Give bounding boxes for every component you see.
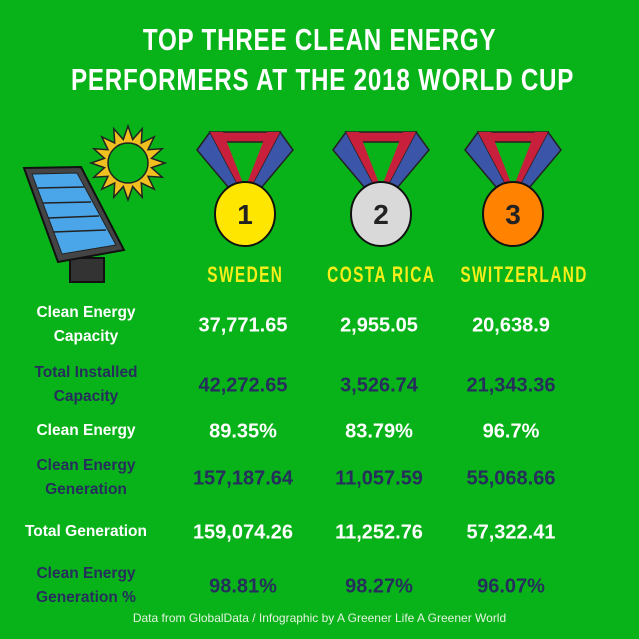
table-cell: 96.07% [477, 575, 545, 598]
table-cell: 159,074.26 [192, 521, 294, 544]
medal-rank: 3 [505, 199, 521, 230]
row-label: Clean Energy Generation % [36, 565, 136, 606]
medal-gold-icon: 1 [196, 130, 294, 247]
table-cell: 42,272.65 [198, 374, 288, 397]
table-cell: 89.35% [209, 420, 277, 443]
table-cell: 83.79% [345, 420, 413, 443]
sun-icon [88, 123, 168, 203]
table-cell: 20,638.9 [472, 314, 550, 337]
country-label: SWITZERLAND [460, 262, 588, 287]
table-cell: 98.27% [345, 575, 413, 598]
row-label: Total Installed Capacity [34, 364, 138, 405]
medal-bronze-icon: 3 [464, 130, 562, 247]
table-cell: 157,187.64 [192, 467, 294, 490]
table-cell: 37,771.65 [198, 314, 288, 337]
row-label: Clean Energy Generation [36, 457, 136, 498]
country-label: SWEDEN [207, 262, 283, 287]
table-cell: 98.81% [209, 575, 277, 598]
title-line-2: PERFORMERS AT THE 2018 WORLD CUP [70, 62, 575, 97]
country-name: COSTA RICA [301, 262, 461, 288]
table-cell: 3,526.74 [340, 374, 418, 397]
footer-credit: Data from GlobalData / Infographic by A … [132, 611, 507, 625]
row-label: Total Generation [24, 523, 147, 540]
solar-panel-icon [22, 165, 126, 283]
medal-silver-icon: 2 [332, 130, 430, 247]
table-cell: 21,343.36 [466, 374, 556, 397]
table-cell: 57,322.41 [466, 521, 556, 544]
row-label: Clean Energy [36, 422, 136, 439]
country-name: SWEDEN [165, 262, 325, 288]
medal-rank: 2 [373, 199, 389, 230]
table-cell: 11,252.76 [335, 521, 423, 544]
table-cell: 55,068.66 [466, 467, 556, 490]
country-label: COSTA RICA [326, 262, 436, 287]
title-line-1: TOP THREE CLEAN ENERGY [142, 22, 497, 57]
table-cell: 11,057.59 [335, 467, 423, 490]
medal-rank: 1 [237, 199, 253, 230]
table-cell: 96.7% [482, 420, 540, 443]
row-label: Clean Energy Capacity [36, 304, 136, 345]
country-name: SWITZERLAND [433, 262, 593, 288]
table-cell: 2,955.05 [340, 314, 418, 337]
